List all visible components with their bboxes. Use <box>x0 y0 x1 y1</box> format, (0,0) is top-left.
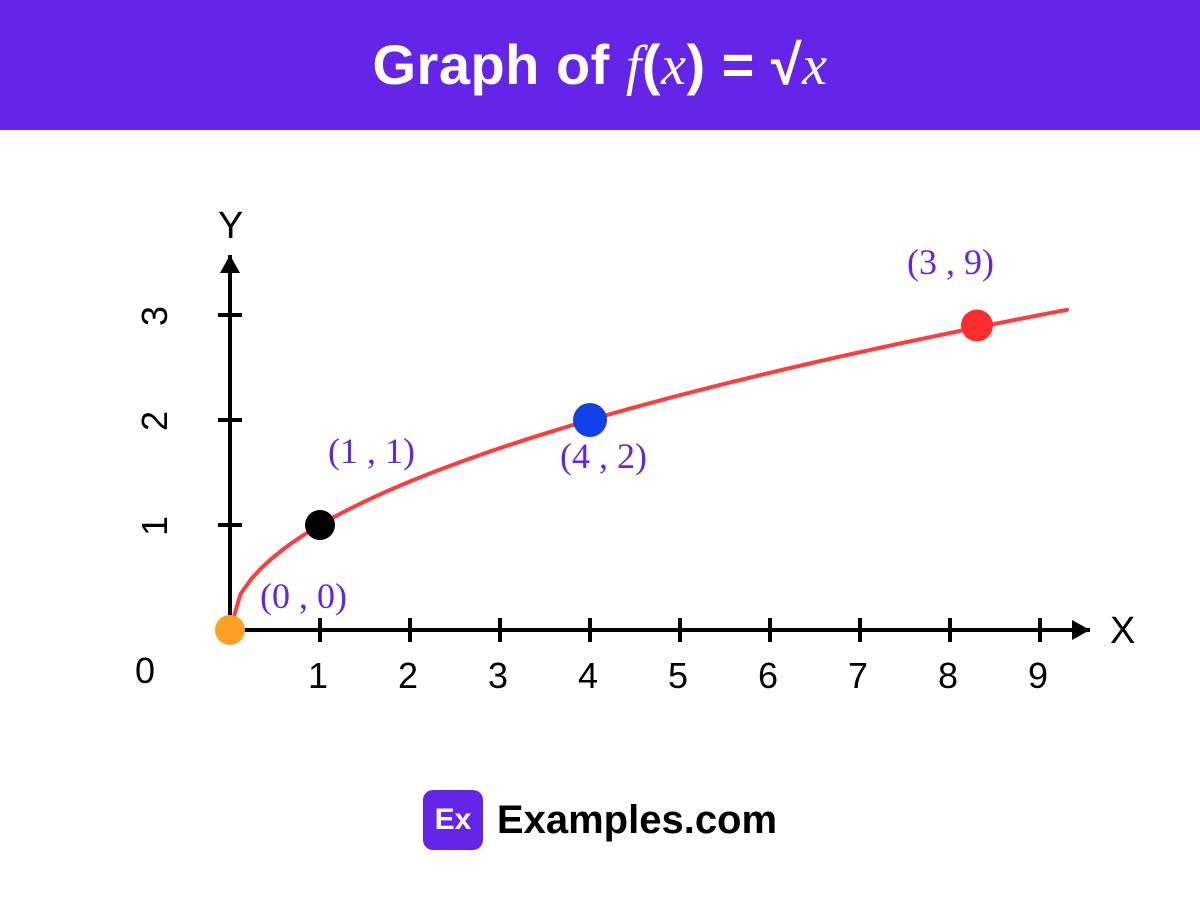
header-banner: Graph of f(x) = √x <box>0 0 1200 130</box>
x-axis-label: X <box>1110 610 1135 653</box>
y-tick-label: 1 <box>134 516 176 536</box>
title-paren-close: ) <box>686 33 705 96</box>
point-label: (4 , 2) <box>560 435 647 477</box>
y-tick-label: 2 <box>134 411 176 431</box>
point-label: (1 , 1) <box>328 430 415 472</box>
x-tick-label: 4 <box>578 655 598 697</box>
page-title: Graph of f(x) = √x <box>372 32 827 98</box>
title-sqrt-arg: x <box>802 35 827 97</box>
title-sqrt: √ <box>771 33 802 96</box>
footer: Ex Examples.com <box>0 790 1200 850</box>
x-tick-label: 6 <box>758 655 778 697</box>
title-equals: = <box>706 33 771 96</box>
x-tick-label: 5 <box>668 655 688 697</box>
origin-label: 0 <box>135 650 155 692</box>
point-label: (0 , 0) <box>260 575 347 617</box>
title-prefix: Graph of <box>372 33 625 96</box>
footer-badge-text: Ex <box>435 803 472 837</box>
title-fn: f <box>626 35 642 97</box>
x-tick-label: 2 <box>398 655 418 697</box>
title-var-x: x <box>661 35 686 97</box>
x-tick-label: 9 <box>1028 655 1048 697</box>
x-tick-label: 8 <box>938 655 958 697</box>
title-paren-open: ( <box>642 33 661 96</box>
point-label: (3 , 9) <box>907 241 994 283</box>
footer-text: Examples.com <box>497 798 777 843</box>
x-tick-label: 1 <box>308 655 328 697</box>
x-tick-label: 7 <box>848 655 868 697</box>
y-tick-label: 3 <box>134 306 176 326</box>
y-axis-label: Y <box>218 205 243 248</box>
chart-area: YX1234567891230(0 , 0)(1 , 1)(4 , 2)(3 ,… <box>100 200 1100 720</box>
footer-badge: Ex <box>423 790 483 850</box>
x-tick-label: 3 <box>488 655 508 697</box>
